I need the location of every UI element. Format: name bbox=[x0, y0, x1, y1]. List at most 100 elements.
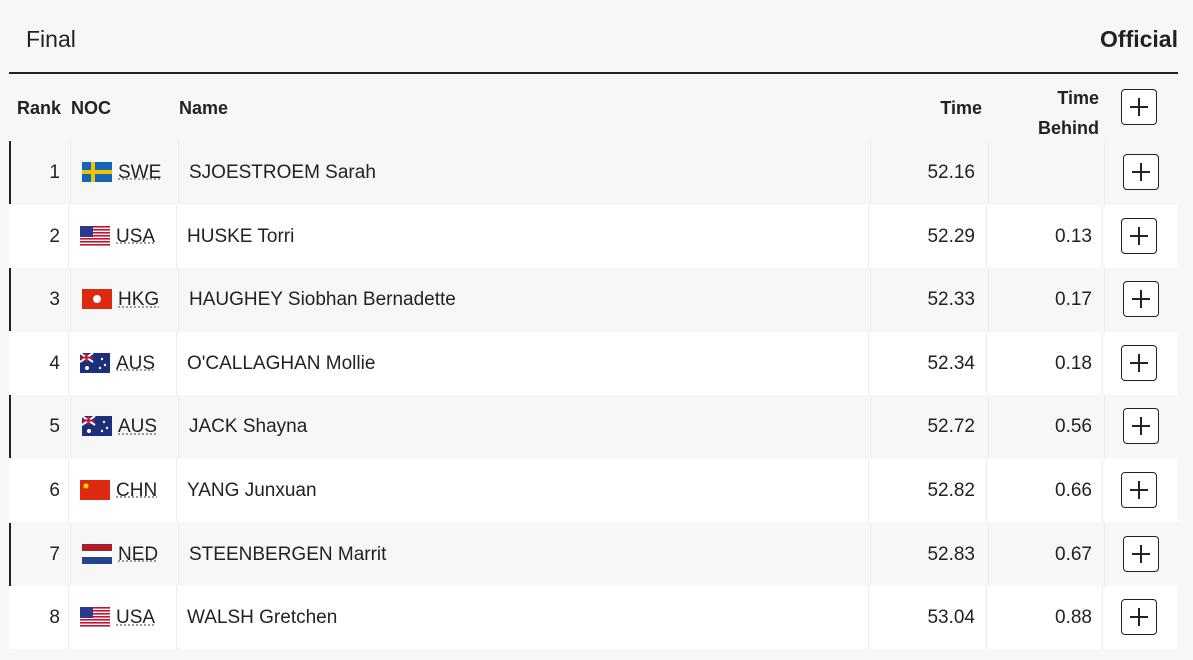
column-separator bbox=[176, 586, 177, 650]
column-separator bbox=[1102, 459, 1103, 522]
time-behind: 0.13 bbox=[1055, 225, 1092, 247]
noc: NED bbox=[118, 543, 159, 565]
result-row: 8 USA WALSH Gretchen 53.04 0.88 bbox=[9, 586, 1178, 650]
time: 52.33 bbox=[927, 289, 975, 311]
flag bbox=[80, 225, 110, 252]
expand-button[interactable] bbox=[1123, 408, 1159, 445]
column-separator bbox=[176, 331, 177, 395]
athlete-name: HUSKE Torri bbox=[187, 225, 295, 247]
expand-all-button[interactable] bbox=[1121, 89, 1157, 125]
rank: 3 bbox=[49, 289, 60, 311]
column-separator bbox=[988, 395, 989, 459]
athlete-name: O'CALLAGHAN Mollie bbox=[187, 352, 376, 374]
flag bbox=[80, 607, 110, 633]
rank: 7 bbox=[49, 543, 60, 565]
result-row: 1 SWE SJOESTROEM Sarah 52.16 bbox=[9, 141, 1178, 204]
column-separator bbox=[70, 268, 71, 332]
time: 52.72 bbox=[927, 416, 975, 438]
flag-icon bbox=[82, 162, 112, 182]
column-separator bbox=[868, 459, 869, 522]
athlete-name: SJOESTROEM Sarah bbox=[189, 162, 376, 183]
expand-button[interactable] bbox=[1123, 154, 1159, 190]
column-separator bbox=[988, 268, 989, 332]
time-behind: 0.67 bbox=[1055, 543, 1092, 565]
flag-icon bbox=[80, 225, 110, 246]
flag-icon bbox=[80, 607, 110, 628]
result-row: 2 USA HUSKE Torri 52.29 0.13 bbox=[9, 204, 1178, 268]
flag bbox=[79, 351, 110, 379]
time: 53.04 bbox=[927, 607, 975, 629]
expand-button[interactable] bbox=[1123, 535, 1159, 572]
column-separator bbox=[868, 331, 869, 395]
time-behind: 0.18 bbox=[1055, 352, 1092, 374]
result-row: 4 AUS O'CALLAGHAN Mollie 52.34 0.18 bbox=[9, 331, 1178, 395]
time: 52.83 bbox=[927, 543, 975, 565]
column-separator bbox=[70, 395, 71, 459]
rank: 5 bbox=[49, 416, 60, 438]
rank: 8 bbox=[49, 607, 60, 629]
noc: AUS bbox=[118, 416, 158, 438]
flag bbox=[82, 162, 112, 188]
expand-button[interactable] bbox=[1121, 217, 1157, 254]
result-row: 7 NED STEENBERGEN Marrit 52.83 0.67 bbox=[9, 522, 1178, 586]
column-separator bbox=[868, 204, 869, 268]
flag-icon bbox=[81, 415, 112, 437]
rank: 6 bbox=[49, 480, 60, 501]
col-time-behind: Time Behind bbox=[1038, 88, 1099, 138]
athlete-name: STEENBERGEN Marrit bbox=[189, 543, 387, 565]
result-row: 3 HKG HAUGHEY Siobhan Bernadette 52.33 0.17 bbox=[9, 268, 1178, 332]
column-separator bbox=[870, 141, 871, 204]
column-separator bbox=[870, 395, 871, 459]
flag-icon bbox=[79, 351, 110, 373]
column-separator bbox=[68, 331, 69, 395]
flag-icon bbox=[82, 289, 112, 310]
expand-button[interactable] bbox=[1121, 344, 1157, 381]
column-separator bbox=[986, 459, 987, 522]
column-separator bbox=[1102, 204, 1103, 268]
column-separator bbox=[986, 204, 987, 268]
flag bbox=[81, 415, 112, 442]
table-header: Rank NOC Name Time Time Behind bbox=[9, 75, 1178, 140]
column-separator bbox=[870, 522, 871, 586]
time-behind: 0.66 bbox=[1055, 480, 1092, 501]
flag-icon bbox=[82, 543, 112, 564]
noc: AUS bbox=[116, 352, 156, 374]
noc: HKG bbox=[118, 289, 160, 311]
noc: SWE bbox=[118, 162, 162, 183]
flag bbox=[82, 543, 112, 570]
time: 52.29 bbox=[927, 225, 975, 247]
time: 52.16 bbox=[927, 162, 975, 183]
result-status: Official bbox=[1100, 26, 1178, 52]
col-name: Name bbox=[179, 98, 229, 118]
expand-button[interactable] bbox=[1121, 472, 1157, 508]
column-separator bbox=[70, 141, 71, 204]
expand-button[interactable] bbox=[1123, 281, 1159, 318]
event-phase: Final bbox=[26, 26, 76, 52]
athlete-name: HAUGHEY Siobhan Bernadette bbox=[189, 289, 456, 311]
column-separator bbox=[178, 141, 179, 204]
column-separator bbox=[868, 586, 869, 650]
noc: USA bbox=[116, 607, 156, 629]
result-row: 6 CHN YANG Junxuan 52.82 0.66 bbox=[9, 459, 1178, 522]
col-time: Time bbox=[940, 98, 982, 118]
noc: CHN bbox=[116, 480, 158, 501]
rank: 2 bbox=[49, 225, 60, 247]
rank: 1 bbox=[49, 162, 60, 183]
time: 52.82 bbox=[927, 480, 975, 501]
column-separator bbox=[178, 268, 179, 332]
time-behind: 0.56 bbox=[1055, 416, 1092, 438]
time: 52.34 bbox=[927, 352, 975, 374]
column-separator bbox=[986, 331, 987, 395]
time-behind: 0.17 bbox=[1055, 289, 1092, 311]
noc: USA bbox=[116, 225, 156, 247]
rank: 4 bbox=[49, 352, 60, 374]
column-separator bbox=[70, 522, 71, 586]
col-rank: Rank bbox=[17, 98, 62, 118]
column-separator bbox=[68, 204, 69, 268]
column-separator bbox=[68, 459, 69, 522]
flag bbox=[80, 480, 110, 506]
column-separator bbox=[1104, 141, 1105, 204]
divider bbox=[9, 72, 1178, 74]
expand-button[interactable] bbox=[1121, 599, 1157, 636]
time-behind: 0.88 bbox=[1055, 607, 1092, 629]
